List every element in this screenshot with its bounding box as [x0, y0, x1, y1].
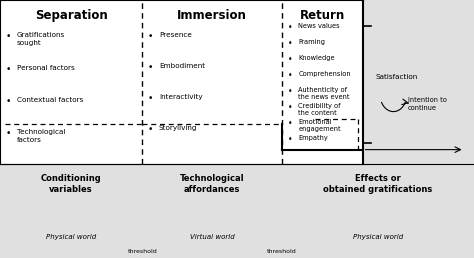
Text: Virtual world: Virtual world — [190, 234, 235, 240]
Text: Gratifications
sought: Gratifications sought — [17, 32, 65, 46]
Text: Credibility of
the content: Credibility of the content — [298, 103, 341, 116]
Text: Authenticity of
the news event: Authenticity of the news event — [298, 87, 350, 100]
Text: •: • — [288, 103, 292, 112]
Text: •: • — [148, 32, 153, 41]
Text: Presence: Presence — [159, 32, 191, 38]
Text: threshold: threshold — [128, 249, 157, 254]
Text: •: • — [148, 63, 153, 72]
Text: Storyliving: Storyliving — [159, 125, 197, 131]
Text: Knowledge: Knowledge — [298, 55, 335, 61]
Text: threshold: threshold — [267, 249, 297, 254]
Text: •: • — [148, 125, 153, 134]
Text: Return: Return — [300, 9, 345, 22]
Text: Physical world: Physical world — [46, 234, 96, 240]
Text: •: • — [6, 97, 11, 106]
Text: Technological
factors: Technological factors — [17, 129, 65, 142]
Text: Contextual factors: Contextual factors — [17, 97, 83, 103]
Text: Comprehension: Comprehension — [298, 71, 351, 77]
Text: Framing: Framing — [298, 39, 325, 45]
Text: Empathy: Empathy — [298, 135, 328, 141]
Text: Immersion: Immersion — [177, 9, 247, 22]
Text: •: • — [6, 129, 11, 138]
Text: •: • — [288, 39, 292, 48]
Text: •: • — [288, 71, 292, 80]
Text: Emotional
engagement: Emotional engagement — [298, 119, 341, 132]
Text: Conditioning
variables: Conditioning variables — [41, 174, 101, 194]
Bar — [0, 0, 474, 164]
Text: •: • — [288, 119, 292, 128]
Text: Physical world: Physical world — [353, 234, 403, 240]
Text: Effects or
obtained gratifications: Effects or obtained gratifications — [323, 174, 433, 194]
Text: •: • — [288, 87, 292, 96]
Text: Interactivity: Interactivity — [159, 94, 202, 100]
Text: Embodiment: Embodiment — [159, 63, 205, 69]
Text: •: • — [288, 55, 292, 64]
Text: Intention to
continue: Intention to continue — [408, 97, 447, 111]
Text: Personal factors: Personal factors — [17, 64, 74, 70]
Text: Separation: Separation — [35, 9, 108, 22]
Text: News values: News values — [298, 23, 340, 29]
Text: •: • — [288, 23, 292, 32]
Text: •: • — [6, 32, 11, 41]
Text: Technological
affordances: Technological affordances — [180, 174, 245, 194]
Text: Satisfaction: Satisfaction — [376, 74, 418, 80]
Text: •: • — [6, 64, 11, 74]
Text: •: • — [288, 135, 292, 144]
Text: •: • — [148, 94, 153, 103]
Bar — [363, 0, 474, 164]
